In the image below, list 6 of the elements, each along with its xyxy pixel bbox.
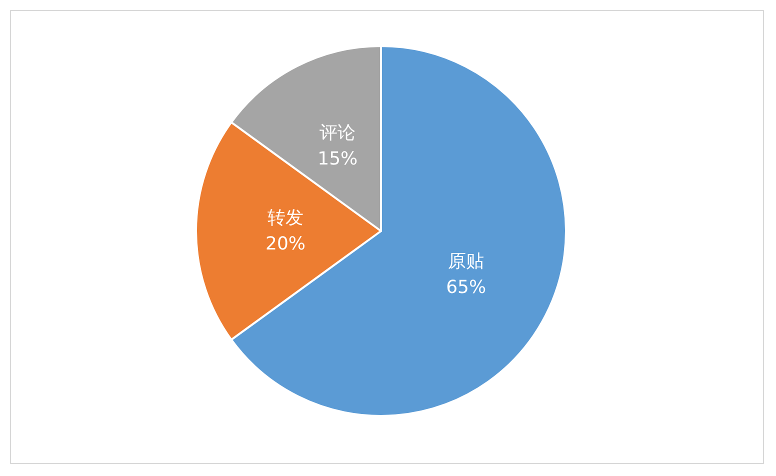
slice-label: 原贴 <box>448 250 484 272</box>
data-label: 65% <box>446 276 486 298</box>
data-label: 15% <box>318 148 358 170</box>
slice-label: 评论 <box>320 122 356 144</box>
data-label: 20% <box>265 234 306 254</box>
slice-label: 转发 <box>268 208 304 228</box>
